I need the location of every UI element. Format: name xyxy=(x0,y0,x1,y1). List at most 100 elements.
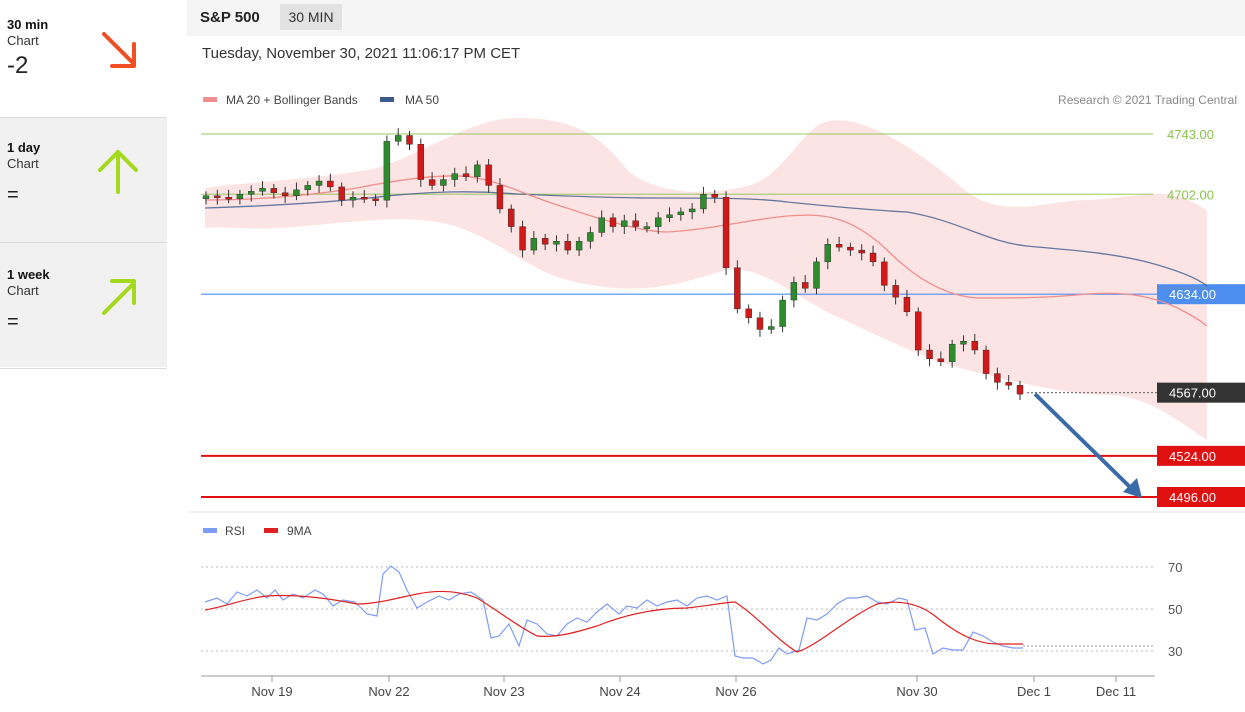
ma20-line xyxy=(204,175,1208,327)
candle-body xyxy=(768,326,775,330)
price-level-tag xyxy=(1157,487,1245,507)
chart-header-bar xyxy=(187,0,1245,36)
timeframe-30min[interactable]: 30 min Chart -2 xyxy=(0,0,167,125)
legend-rsi-swatch xyxy=(203,528,217,533)
legend-ma50-swatch xyxy=(380,97,394,102)
rsi-line xyxy=(204,565,1023,665)
rsi-tick-label: 70 xyxy=(1168,560,1182,575)
candle-body xyxy=(813,261,820,289)
candle-body xyxy=(971,341,978,351)
candle-body xyxy=(745,308,752,318)
candle-body xyxy=(372,198,379,201)
forecast-arrow xyxy=(1033,392,1135,492)
rsi-tick-label: 50 xyxy=(1168,602,1182,617)
price-level-tag xyxy=(1157,445,1245,466)
candle-body xyxy=(508,208,515,227)
candle-body xyxy=(801,282,809,289)
rsi-grid: 70 50 30 xyxy=(201,560,1182,659)
candle-body xyxy=(327,180,334,188)
candle-body xyxy=(293,189,300,196)
legend-rsi-label: RSI xyxy=(225,524,245,538)
candle-body xyxy=(609,217,617,227)
candle-body xyxy=(835,244,843,248)
price-level-label: 4567.00 xyxy=(1169,386,1216,401)
candle-body xyxy=(621,220,628,227)
price-level-label: 4743.00 xyxy=(1167,127,1214,142)
candle-body xyxy=(270,188,278,193)
candle-body xyxy=(587,232,594,242)
candle-body xyxy=(982,349,990,374)
candle-body xyxy=(892,285,899,298)
candle-body xyxy=(700,194,707,210)
arrow-down-right-icon xyxy=(102,32,136,68)
legend-ma20-label: MA 20 + Bollinger Bands xyxy=(226,93,358,107)
legend-ma20-swatch xyxy=(203,97,217,102)
candle-body xyxy=(847,246,854,251)
candle-body xyxy=(530,238,538,251)
candle-body xyxy=(756,317,764,330)
candle-body xyxy=(564,241,571,251)
candle-body xyxy=(440,179,447,186)
candles xyxy=(202,128,1024,401)
price-level-label: 4524.00 xyxy=(1169,449,1216,464)
candle-body xyxy=(711,194,718,198)
price-level-tag xyxy=(1157,382,1245,403)
arrow-up-right-icon xyxy=(102,279,136,315)
timeframe-subtitle: Chart xyxy=(7,33,39,48)
candle-body xyxy=(349,196,357,201)
candle-body xyxy=(903,296,911,313)
x-axis-label: Dec 11 xyxy=(1096,684,1136,699)
price-chart: S&P 500 30 MIN Tuesday, November 30, 202… xyxy=(187,0,1245,699)
price-level-label: 4702.00 xyxy=(1167,187,1214,202)
timeframe-title: 1 day xyxy=(7,140,41,155)
candle-body xyxy=(462,173,470,177)
candle-body xyxy=(406,135,413,145)
candle-body xyxy=(496,185,504,210)
candle-body xyxy=(553,241,560,245)
candle-body xyxy=(315,180,323,186)
price-levels: 4743.00 4702.00 4634.00 4567.00 4524.00 4496.… xyxy=(201,127,1245,507)
candle-body xyxy=(394,135,402,142)
candle-body xyxy=(451,173,458,180)
candle-body xyxy=(519,226,526,251)
candle-body xyxy=(236,194,244,199)
timeframe-1week[interactable]: 1 week Chart = xyxy=(0,242,167,367)
candle-body xyxy=(259,188,266,192)
arrow-up-icon xyxy=(98,150,138,194)
legend-9ma-label: 9MA xyxy=(287,524,312,538)
candle-body xyxy=(869,252,877,263)
ma50-line xyxy=(204,191,1208,287)
candle-body xyxy=(915,311,922,351)
x-axis-label: Nov 26 xyxy=(715,684,756,699)
candle-body xyxy=(677,211,685,216)
candle-body xyxy=(248,191,255,195)
candle-body xyxy=(858,249,865,254)
candle-body xyxy=(417,144,425,180)
timeframe-title: 30 min xyxy=(7,17,49,32)
x-axis-label: Dec 1 xyxy=(1017,684,1051,699)
candle-body xyxy=(214,195,221,198)
candle-body xyxy=(994,373,1001,383)
rsi-9ma-line xyxy=(204,590,1023,653)
x-axis-labels: Nov 19 Nov 22 Nov 23 Nov 24 Nov 26 Nov 30 Dec … xyxy=(251,676,1136,699)
symbol-label: S&P 500 xyxy=(200,9,260,26)
price-level-tag xyxy=(1157,284,1245,305)
copyright-label: Research © 2021 Trading Central xyxy=(1058,93,1237,107)
candle-body xyxy=(1016,385,1024,395)
candle-body xyxy=(474,164,481,177)
timeframe-title: 1 week xyxy=(7,267,50,282)
timeframe-badge[interactable] xyxy=(280,4,342,30)
candle-body xyxy=(926,349,933,360)
candle-body xyxy=(824,244,832,263)
candle-body xyxy=(643,226,651,229)
candle-body xyxy=(1005,382,1012,386)
candle-body xyxy=(960,341,967,345)
timeframe-subtitle: Chart xyxy=(7,283,39,298)
candle-body xyxy=(338,186,345,201)
timeframe-1day[interactable]: 1 day Chart = xyxy=(0,117,167,242)
legend-9ma-swatch xyxy=(264,528,278,533)
x-axis-label: Nov 22 xyxy=(368,684,409,699)
timeframe-score: = xyxy=(7,184,19,206)
forecast-arrowhead xyxy=(1123,478,1142,498)
candle-body xyxy=(666,214,673,218)
